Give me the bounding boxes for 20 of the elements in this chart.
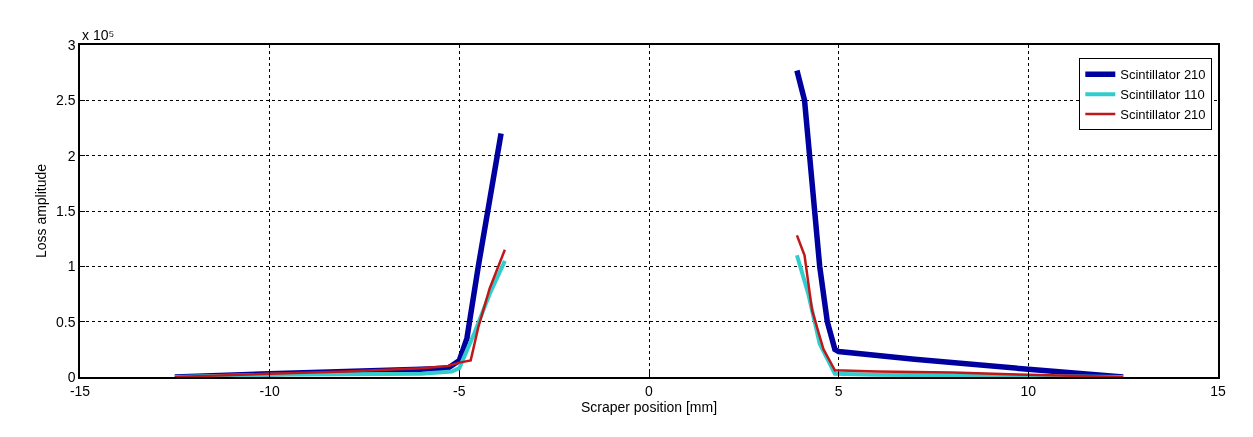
y-tick-label: 2.5 [55, 92, 76, 109]
y-tick-label: 1 [67, 258, 76, 275]
x-axis-title: Scraper position [mm] [580, 398, 718, 415]
y-axis-title: Loss amplitude [33, 163, 50, 259]
x-tick-label: 15 [1210, 382, 1226, 399]
y-tick-label: 0 [67, 368, 76, 385]
legend-label: Scintillator 110 [1120, 87, 1205, 103]
legend-label: Scintillator 210 [1120, 67, 1206, 83]
x-tick-label: 0 [645, 382, 654, 399]
y-tick-label: 0.5 [55, 313, 76, 330]
x-tick-label: 10 [1020, 382, 1037, 399]
legend-label: Scintillator 210 [1120, 107, 1206, 123]
x-tick-label: -5 [453, 382, 466, 399]
text: x 10⁵ [82, 27, 115, 43]
x-tick-label: -10 [259, 382, 280, 399]
y-tick-label: 2 [67, 147, 76, 164]
y-tick-label: 3 [67, 36, 76, 53]
y-tick-label: 1.5 [55, 202, 76, 219]
x-tick-label: -15 [69, 382, 91, 399]
x-tick-label: 5 [834, 382, 843, 399]
